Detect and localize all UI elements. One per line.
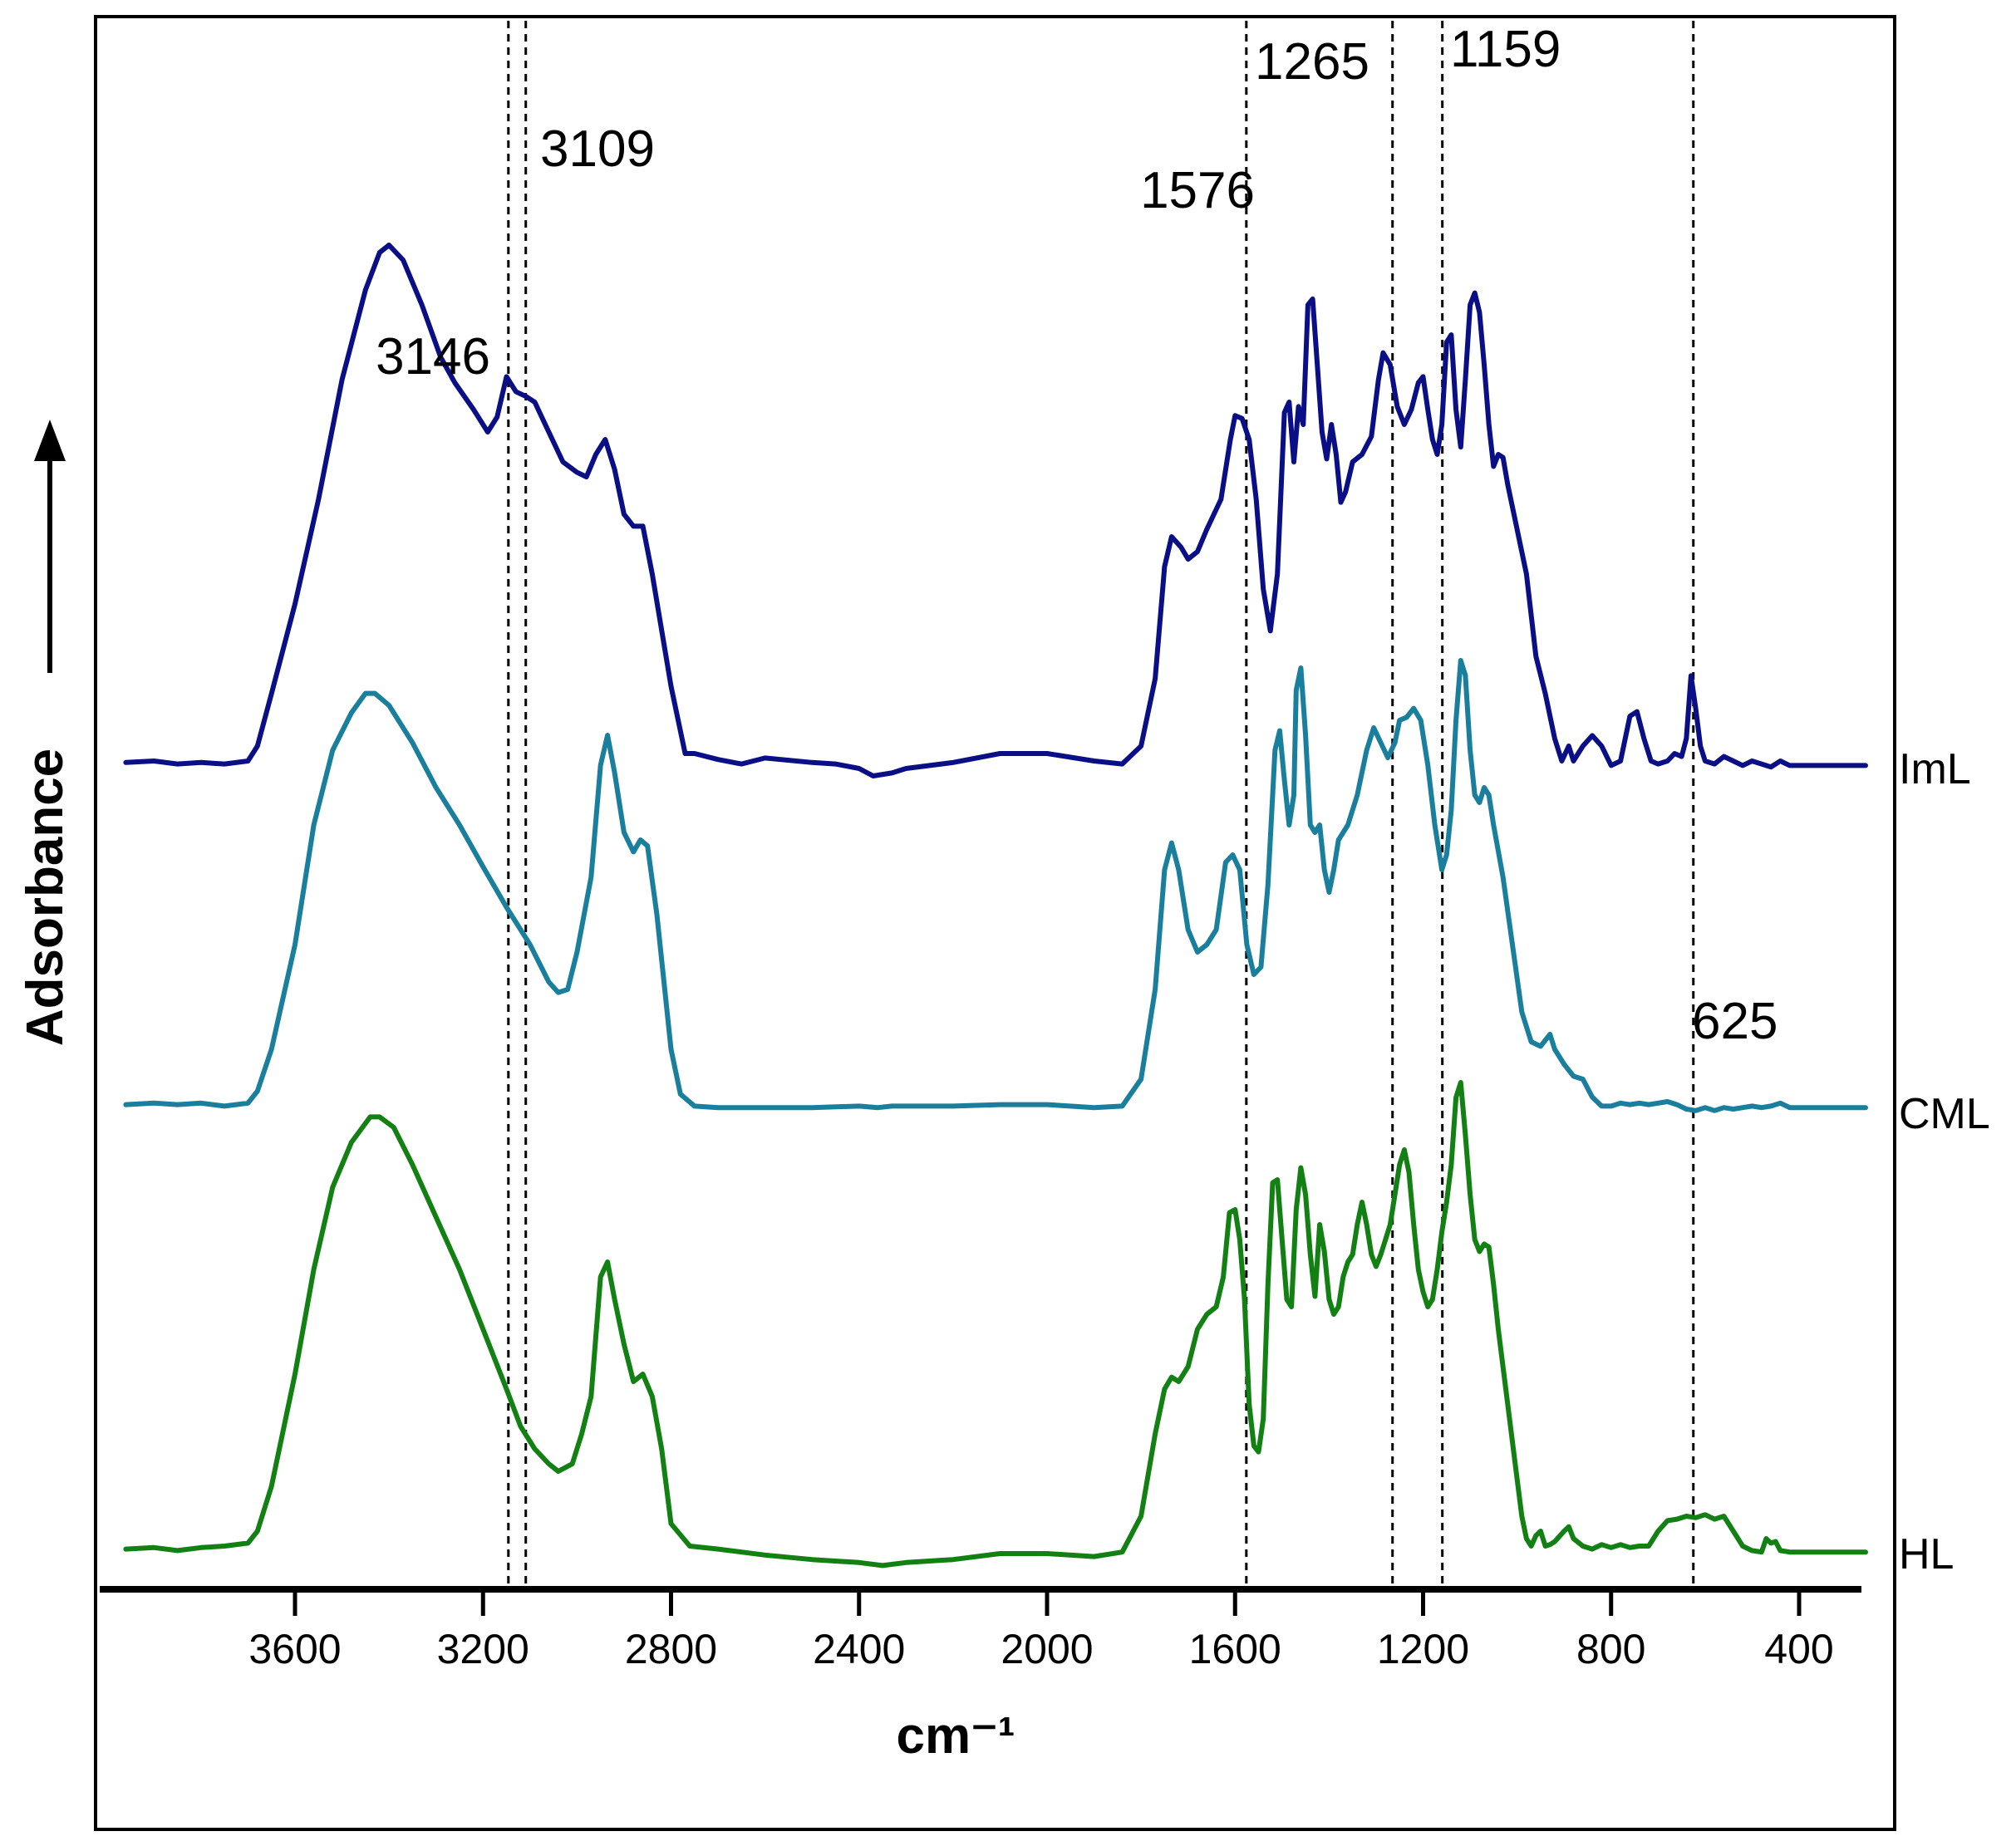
series-line-iml [123, 243, 1868, 778]
series-line-hl [123, 1080, 1868, 1569]
x-tick-label-3600: 3600 [248, 1626, 341, 1672]
series-label-iml: ImL [1899, 745, 1971, 793]
reference-lines [507, 21, 1695, 1585]
x-tick-label-2800: 2800 [625, 1626, 717, 1672]
ref-label-625: 625 [1692, 993, 1778, 1050]
spectra-traces [123, 243, 1868, 1569]
x-tick-label-400: 400 [1764, 1626, 1833, 1672]
ref-label-1576: 1576 [1140, 162, 1255, 219]
x-axis-title: cm⁻¹ [897, 1707, 1015, 1765]
series-line-cml [123, 658, 1868, 1113]
x-tick-label-1600: 1600 [1189, 1626, 1281, 1672]
ref-label-3109: 3109 [540, 120, 655, 178]
y-axis-title: Adsorbance [17, 749, 74, 1046]
x-tick-label-1200: 1200 [1377, 1626, 1469, 1672]
x-tick-label-2400: 2400 [813, 1626, 905, 1672]
x-tick-label-3200: 3200 [437, 1626, 529, 1672]
series-labels: ImL CML HL [1899, 745, 1990, 1578]
reference-labels: 3146 3109 1576 1265 1159 625 [376, 21, 1778, 1050]
ref-label-3146: 3146 [376, 328, 490, 385]
ref-label-1159: 1159 [1450, 21, 1561, 78]
y-axis-arrow [34, 420, 66, 673]
ref-label-1265: 1265 [1255, 33, 1369, 91]
x-tick-label-2000: 2000 [1001, 1626, 1093, 1672]
chart-frame [94, 15, 1896, 1831]
x-axis: 3600 3200 2800 2400 2000 1600 1200 800 400 [100, 1586, 1861, 1672]
series-label-cml: CML [1899, 1090, 1990, 1138]
x-tick-label-800: 800 [1576, 1626, 1645, 1672]
series-label-hl: HL [1899, 1530, 1954, 1578]
